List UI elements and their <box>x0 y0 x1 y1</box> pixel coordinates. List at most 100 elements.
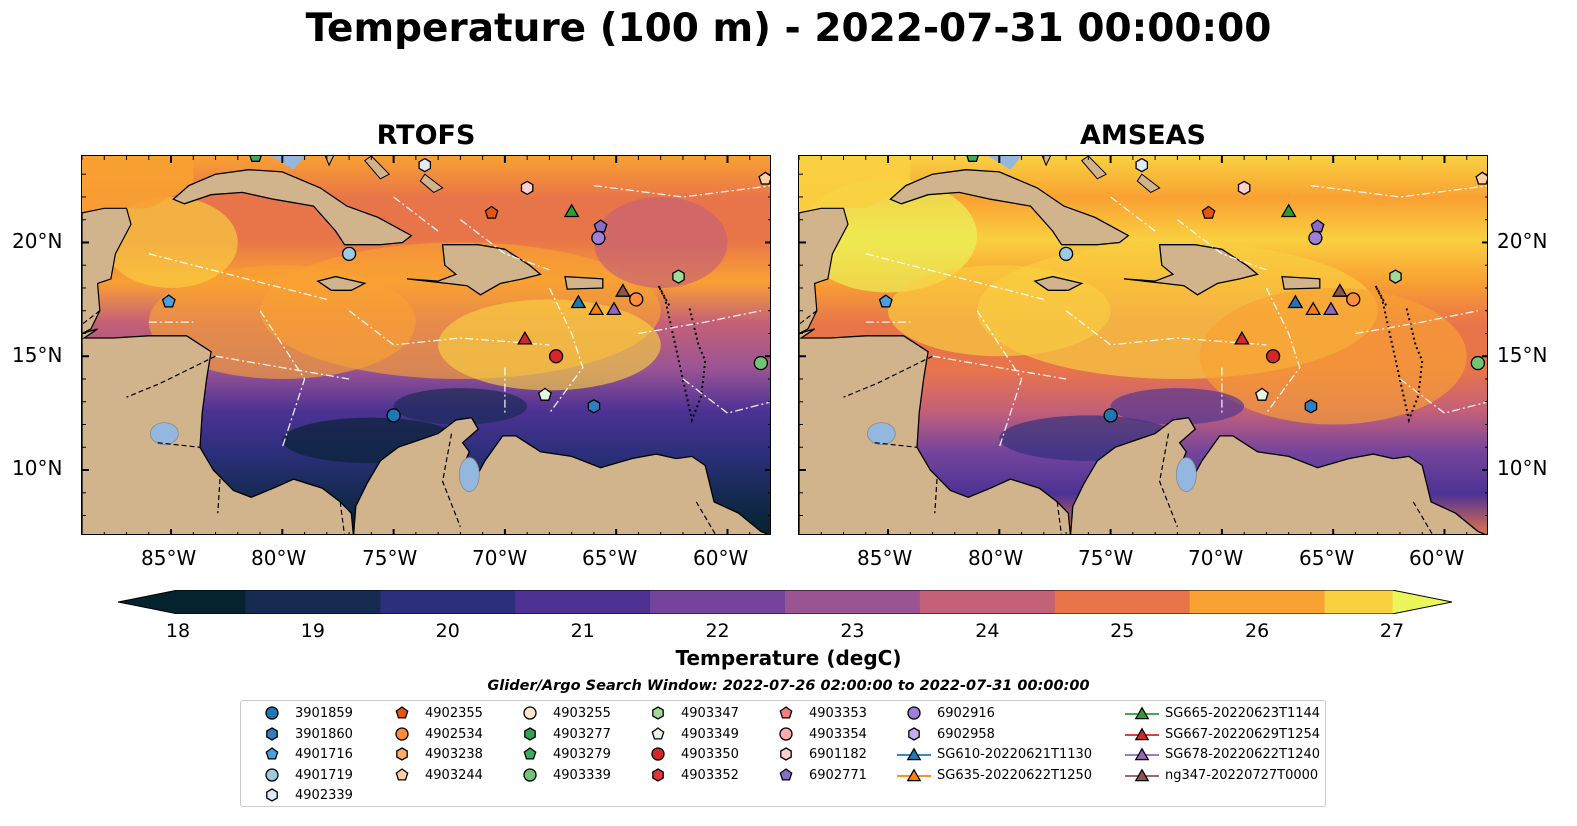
legend-label: SG635-20220622T1250 <box>937 767 1093 783</box>
eez-boundary <box>1265 287 1301 414</box>
country-border <box>157 442 201 448</box>
lon-tick-70-amseas: 70°W <box>1188 546 1244 570</box>
temperature-patch <box>438 299 661 391</box>
marker-4903339 <box>753 355 769 371</box>
legend-marker <box>906 767 922 781</box>
legend-marker <box>651 747 665 761</box>
legend-marker <box>780 747 792 761</box>
legend-label: 4903350 <box>681 747 739 762</box>
marker-4902355 <box>1201 205 1216 219</box>
legend-label: 4903279 <box>553 747 611 762</box>
legend-marker <box>908 726 920 741</box>
legend-title: Glider/Argo Search Window: 2022-07-26 02… <box>487 678 1090 694</box>
legend-label: 4901716 <box>295 747 353 762</box>
colorbar-segment <box>1054 590 1123 614</box>
marker-4903339 <box>1470 355 1486 371</box>
panel-title-amseas: AMSEAS <box>1080 120 1206 151</box>
legend-label: 6901182 <box>809 747 867 762</box>
marker-SG665-20220623T1144 <box>1280 203 1297 218</box>
marker-4903350 <box>1265 349 1281 364</box>
lon-tick-65-amseas: 65°W <box>1299 546 1355 570</box>
legend-marker <box>1134 706 1150 720</box>
temperature-patch <box>1110 388 1245 425</box>
country-border <box>695 501 716 534</box>
colorbar-segment <box>312 590 381 614</box>
legend-marker <box>652 767 664 782</box>
legend-label: 3901860 <box>295 726 353 742</box>
eez-boundary <box>1310 184 1487 198</box>
legend-marker <box>265 747 279 760</box>
legend-marker <box>265 706 279 720</box>
legend-marker <box>907 706 921 720</box>
legend-marker <box>265 767 279 782</box>
legend-marker <box>1134 726 1150 740</box>
legend-marker <box>266 788 278 802</box>
marker-ng347-20220727T0000 <box>614 283 631 297</box>
legend-label: 4902355 <box>425 706 483 721</box>
legend-label: 4901719 <box>295 767 353 783</box>
legend-label: 3901859 <box>295 706 353 721</box>
eez-boundary <box>1110 196 1156 232</box>
colorbar-segment <box>717 590 786 614</box>
marker-4902534 <box>629 292 644 307</box>
eez-boundary <box>638 310 762 335</box>
lat-tick-15-right: 15°N <box>1497 343 1548 367</box>
puerto-rico <box>564 275 604 290</box>
jamaica <box>1033 275 1084 291</box>
eez-boundary <box>593 184 770 198</box>
colorbar-segment <box>919 590 988 614</box>
country-border <box>1158 433 1178 528</box>
lon-tick-60-rtofs: 60°W <box>693 546 749 570</box>
cbar-tick: 27 <box>1379 620 1405 642</box>
legend-label: SG678-20220622T1240 <box>1165 747 1321 762</box>
eez-boundary <box>1177 219 1267 271</box>
bahamas-island <box>363 156 391 180</box>
colorbar-extend-high <box>1392 590 1452 614</box>
lat-tick-15-left: 15°N <box>12 343 63 367</box>
marker-3901860 <box>1304 399 1318 414</box>
lon-tick-80-rtofs: 80°W <box>251 546 307 570</box>
shelf-water <box>271 156 305 170</box>
legend-label: 4903277 <box>553 726 611 742</box>
legend-marker <box>396 747 408 761</box>
marker-SG678-20220622T1240 <box>1323 301 1339 316</box>
legend-marker <box>779 726 793 741</box>
legend-label: SG610-20220621T1130 <box>937 747 1093 762</box>
lon-tick-75-amseas: 75°W <box>1078 546 1134 570</box>
country-border <box>934 479 938 514</box>
colorbar-segment <box>447 590 516 614</box>
gulf-of-mexico <box>82 156 194 220</box>
legend-label: 4903352 <box>681 767 739 783</box>
legend-label: 4903238 <box>425 747 483 762</box>
legend-label: ng347-20220727T0000 <box>1165 767 1319 783</box>
amseas-map[interactable] <box>798 155 1488 535</box>
lon-tick-80-amseas: 80°W <box>968 546 1024 570</box>
legend: 3901859 3901860 4901716 4901719 4902339 49023… <box>240 700 1326 807</box>
legend-label: 4903347 <box>681 706 739 721</box>
eez-boundary <box>1399 378 1487 414</box>
cbar-tick: 25 <box>1110 620 1135 642</box>
puerto-rico <box>1281 275 1321 290</box>
colorbar-segment <box>1189 590 1258 614</box>
colorbar <box>118 590 1452 614</box>
legend-marker <box>523 706 537 720</box>
eez-boundary <box>148 253 327 301</box>
marker-3901859 <box>1103 408 1118 423</box>
marker-4903349 <box>1255 387 1269 401</box>
jamaica <box>316 275 367 291</box>
country-border <box>339 501 345 534</box>
hispaniola <box>1123 244 1259 296</box>
legend-marker <box>779 767 793 781</box>
colorbar-segment <box>785 590 853 614</box>
marker-4903244 <box>1475 171 1487 185</box>
eez-boundary <box>932 355 1067 380</box>
rtofs-map[interactable] <box>81 155 771 535</box>
marker-3901860 <box>587 399 601 414</box>
cbar-tick: 19 <box>300 620 325 642</box>
temperature-patch <box>593 196 728 288</box>
legend-marker <box>523 747 537 760</box>
south-america <box>1070 416 1486 534</box>
colorbar-segment <box>380 590 449 614</box>
country-border <box>217 479 221 514</box>
colorbar-segment <box>1257 590 1326 614</box>
